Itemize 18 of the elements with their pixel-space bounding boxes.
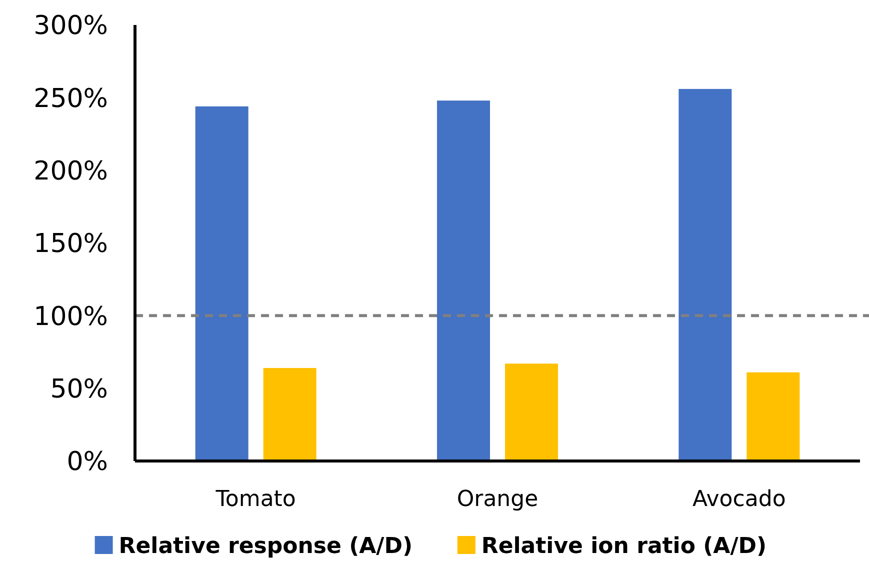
x-tick-label: Tomato <box>214 487 296 512</box>
bar <box>263 368 316 461</box>
y-tick-label: 250% <box>34 84 108 114</box>
bar <box>746 372 800 461</box>
y-tick-label: 50% <box>50 374 108 404</box>
x-tick-label: Orange <box>456 487 538 512</box>
bar <box>678 88 732 461</box>
y-tick-label: 150% <box>34 229 108 260</box>
y-tick-label: 200% <box>34 156 108 186</box>
bar <box>505 364 558 461</box>
y-tick-label: 300% <box>34 11 108 42</box>
bar <box>437 100 490 461</box>
y-tick-label: 0% <box>66 447 108 478</box>
y-tick-label: 100% <box>34 302 108 332</box>
x-tick-label: Avocado <box>692 487 786 512</box>
legend-label: Relative ion ratio (A/D) <box>481 534 767 559</box>
bar <box>195 106 248 461</box>
legend-label: Relative response (A/D) <box>118 534 413 559</box>
